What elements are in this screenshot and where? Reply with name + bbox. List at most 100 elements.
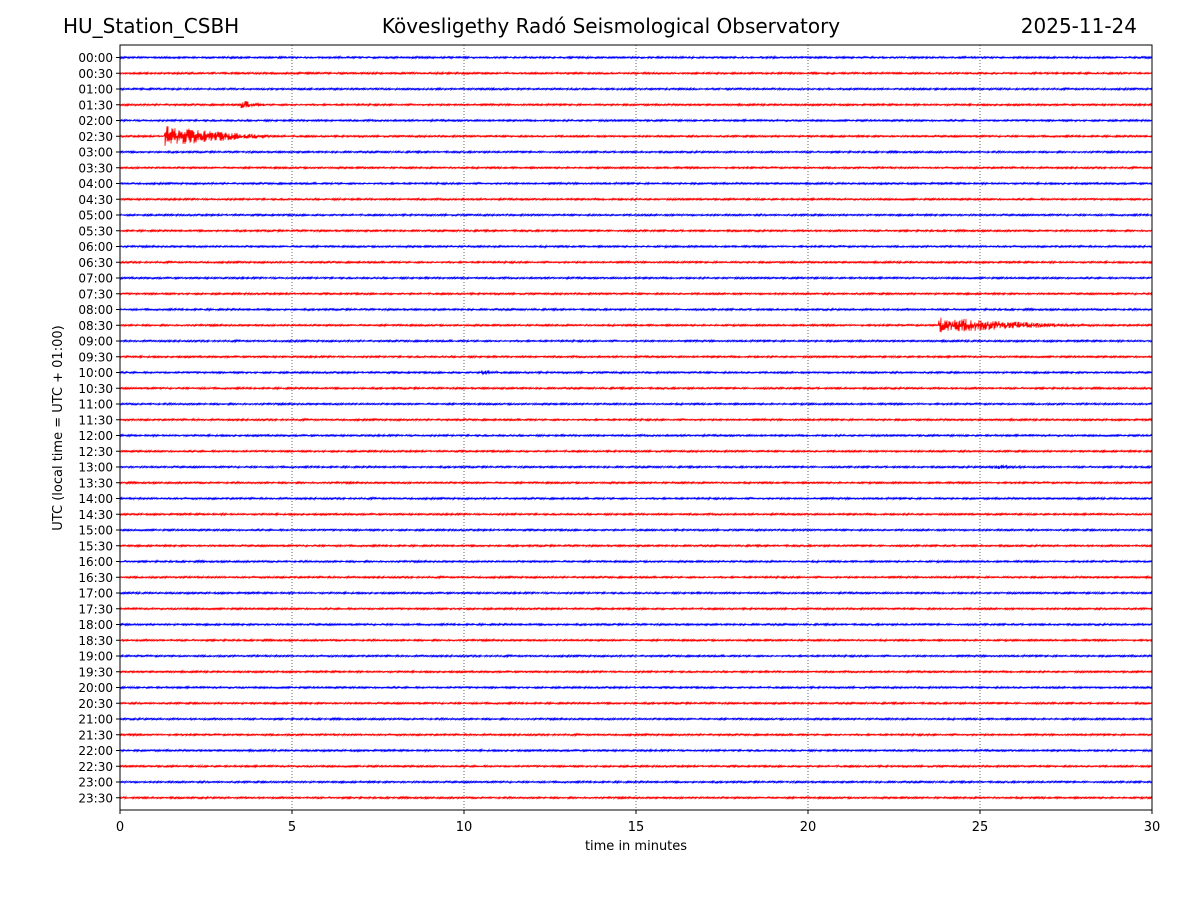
y-tick-label: 15:00 [78, 524, 113, 538]
y-tick-label: 23:30 [78, 791, 113, 805]
trace-0700 [119, 275, 1153, 281]
y-tick-label: 07:00 [78, 272, 113, 286]
y-tick-label: 11:00 [78, 398, 113, 412]
x-tick-label: 25 [972, 820, 989, 835]
y-tick-label: 19:30 [78, 665, 113, 679]
y-tick-label: 01:30 [78, 98, 113, 112]
y-tick-label: 13:30 [78, 476, 113, 490]
trace-0000 [119, 55, 1153, 60]
x-axis: 0 5 10 15 20 25 30 [116, 810, 1160, 835]
trace-0600 [119, 244, 1153, 249]
y-tick-label: 03:00 [78, 146, 113, 160]
trace-0200 [119, 118, 1153, 123]
x-tick-label: 20 [800, 820, 817, 835]
y-tick-label: 18:30 [78, 634, 113, 648]
y-tick-label: 12:00 [78, 429, 113, 443]
trace-1230 [119, 448, 1153, 454]
trace-0930 [119, 354, 1153, 360]
trace-1030 [119, 385, 1153, 391]
y-tick-label: 17:00 [78, 587, 113, 601]
trace-1500 [119, 527, 1153, 533]
y-tick-label: 02:30 [78, 130, 113, 144]
trace-2200 [119, 748, 1153, 753]
chart-date: 2025-11-24 [1020, 14, 1137, 38]
y-tick-label: 19:00 [78, 650, 113, 664]
trace-1330 [119, 480, 1153, 486]
y-tick-label: 09:30 [78, 350, 113, 364]
trace-1900 [119, 653, 1153, 659]
trace-1630 [119, 574, 1153, 580]
y-tick-label: 21:30 [78, 728, 113, 742]
trace-0500 [119, 212, 1153, 218]
x-axis-label: time in minutes [585, 839, 687, 854]
trace-1130 [119, 417, 1153, 423]
y-tick-label: 03:30 [78, 161, 113, 175]
y-tick-label: 12:30 [78, 445, 113, 459]
x-tick-label: 0 [116, 820, 124, 835]
x-tick-label: 30 [1144, 820, 1161, 835]
y-tick-label: 23:00 [78, 776, 113, 790]
y-tick-label: 10:30 [78, 382, 113, 396]
trace-1100 [119, 401, 1153, 407]
y-tick-label: 08:00 [78, 303, 113, 317]
trace-1730 [119, 606, 1153, 612]
trace-2000 [119, 685, 1153, 690]
y-tick-label: 16:30 [78, 571, 113, 585]
trace-0900 [119, 338, 1153, 344]
trace-0130 [119, 101, 1153, 109]
trace-0230 [119, 126, 1153, 146]
trace-0100 [119, 86, 1153, 92]
trace-2100 [119, 716, 1153, 722]
trace-2230 [119, 763, 1153, 769]
trace-layer [119, 55, 1153, 801]
y-tick-label: 08:30 [78, 319, 113, 333]
trace-2330 [119, 795, 1153, 801]
y-tick-label: 22:30 [78, 760, 113, 774]
y-tick-label: 16:00 [78, 555, 113, 569]
y-tick-label: 06:30 [78, 256, 113, 270]
trace-1600 [119, 559, 1153, 564]
trace-0830 [119, 317, 1153, 333]
y-tick-label: 21:00 [78, 713, 113, 727]
trace-0530 [119, 228, 1153, 234]
y-tick-label: 05:00 [78, 209, 113, 223]
y-tick-label: 09:00 [78, 335, 113, 349]
trace-1430 [119, 511, 1153, 517]
y-tick-label: 15:30 [78, 539, 113, 553]
x-tick-label: 5 [288, 820, 296, 835]
y-tick-label: 00:00 [78, 51, 113, 65]
y-tick-label: 14:30 [78, 508, 113, 522]
y-tick-label: 01:00 [78, 83, 113, 97]
y-tick-label: 20:00 [78, 681, 113, 695]
y-tick-label: 20:30 [78, 697, 113, 711]
station-name: HU_Station_CSBH [63, 14, 240, 38]
y-tick-label: 04:30 [78, 193, 113, 207]
trace-1000 [119, 369, 1153, 376]
y-tick-label: 22:00 [78, 744, 113, 758]
trace-0730 [119, 291, 1153, 297]
trace-1400 [119, 496, 1153, 501]
trace-0300 [119, 149, 1153, 155]
trace-1700 [119, 590, 1153, 596]
trace-1530 [119, 543, 1153, 549]
y-tick-label: 05:30 [78, 224, 113, 238]
y-tick-label: 17:30 [78, 602, 113, 616]
trace-2300 [119, 779, 1153, 785]
trace-1830 [119, 637, 1153, 643]
y-tick-label: 02:00 [78, 114, 113, 128]
y-tick-label: 10:00 [78, 366, 113, 380]
x-tick-label: 15 [628, 820, 645, 835]
trace-1800 [119, 622, 1153, 627]
grid-layer [291, 45, 981, 810]
trace-1930 [119, 669, 1153, 675]
y-axis-label: UTC (local time = UTC + 01:00) [51, 325, 66, 530]
trace-1300 [119, 464, 1153, 470]
chart-title: Kövesligethy Radó Seismological Observat… [381, 14, 841, 38]
y-tick-label: 07:30 [78, 287, 113, 301]
trace-0400 [119, 181, 1153, 186]
y-tick-label: 00:30 [78, 67, 113, 81]
trace-0030 [119, 70, 1153, 76]
y-tick-label: 14:00 [78, 492, 113, 506]
trace-0330 [119, 165, 1153, 171]
